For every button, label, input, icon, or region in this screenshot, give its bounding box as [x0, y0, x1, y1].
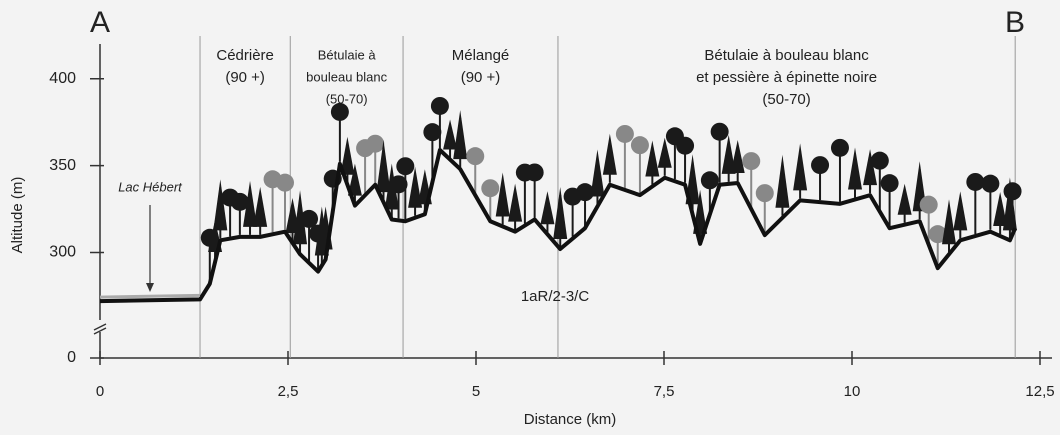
- tree-crown: [630, 136, 649, 155]
- lake-label: Lac Hébert: [118, 179, 183, 194]
- lake-arrowhead: [146, 283, 154, 292]
- tree-crown: [253, 186, 268, 227]
- x-tick-label: 12,5: [1025, 383, 1054, 400]
- x-axis-label: Distance (km): [524, 411, 617, 428]
- x-tick-label: 5: [472, 383, 480, 400]
- tree-crown: [330, 102, 349, 121]
- tree-crown: [495, 172, 510, 217]
- tree-crown: [981, 174, 1000, 193]
- tree-crown: [676, 136, 695, 155]
- tree-crown: [966, 172, 985, 191]
- tree-crown: [755, 184, 774, 203]
- tree-crown: [430, 96, 449, 115]
- tree-crown: [730, 140, 745, 173]
- tree-crown: [300, 209, 319, 228]
- tree-crown: [742, 152, 761, 171]
- zone-label: Mélangé: [452, 47, 510, 64]
- tree-crown: [347, 163, 362, 196]
- start-label: A: [90, 6, 110, 39]
- tree-crown: [775, 154, 790, 208]
- tree-crown: [710, 122, 729, 141]
- tree-crown: [576, 183, 595, 202]
- tree-crown: [919, 195, 938, 214]
- tree-crown: [645, 140, 660, 177]
- tree-crown: [508, 183, 523, 222]
- tree-crown: [275, 173, 294, 192]
- tree-crown: [848, 147, 863, 190]
- tree-crown: [685, 154, 700, 205]
- y-tick-label: 350: [49, 157, 76, 174]
- y-tick-label: 0: [67, 349, 76, 366]
- y-axis-label: Altitude (m): [9, 177, 26, 254]
- zone-label: (90 +): [461, 69, 501, 86]
- tree-crown: [423, 123, 442, 142]
- tree-crown: [721, 134, 736, 174]
- tree-crown: [553, 187, 568, 240]
- x-tick-label: 10: [844, 383, 861, 400]
- zone-label: (50-70): [326, 91, 368, 106]
- tree-crown: [453, 110, 468, 160]
- x-tick-label: 7,5: [654, 383, 675, 400]
- tree-crown: [811, 156, 830, 175]
- x-tick-label: 0: [96, 383, 104, 400]
- tree-crown: [700, 171, 719, 190]
- tree-crown: [213, 179, 228, 231]
- tree-crown: [942, 199, 957, 245]
- tree-crown: [340, 136, 355, 175]
- x-tick-label: 2,5: [278, 383, 299, 400]
- tree-crown: [657, 137, 672, 168]
- y-tick-label: 300: [49, 244, 76, 261]
- zone-label: Bétulaie à bouleau blanc: [704, 47, 869, 64]
- end-label: B: [1005, 6, 1025, 39]
- tree-crown: [389, 175, 408, 194]
- tree-crown: [481, 179, 500, 198]
- axis-break: [93, 323, 107, 335]
- tree-crown: [376, 140, 391, 193]
- tree-crown: [443, 119, 458, 150]
- tree-crown: [793, 143, 808, 191]
- tree-crown: [993, 191, 1008, 226]
- y-tick-label: 400: [49, 70, 76, 87]
- zone-label: et pessière à épinette noire: [696, 69, 877, 86]
- tree-crown: [1003, 182, 1022, 201]
- tree-crown: [466, 147, 485, 166]
- tree-crown: [863, 149, 878, 186]
- tree-crown: [615, 124, 634, 143]
- tree-crown: [897, 183, 912, 215]
- tree-crown: [830, 138, 849, 157]
- zone-label: Cédrière: [216, 47, 274, 64]
- tree-crown: [396, 157, 415, 176]
- tree-crown: [540, 191, 555, 225]
- zone-label: (90 +): [225, 69, 265, 86]
- tree-crown: [590, 149, 605, 197]
- tree-crown: [243, 180, 258, 227]
- tree-crown: [928, 225, 947, 244]
- tree-crown: [525, 163, 544, 182]
- tree-crown: [408, 166, 423, 208]
- zone-label: bouleau blanc: [306, 69, 387, 84]
- terrain-profile: [99, 147, 1018, 304]
- tree-crown: [293, 190, 308, 245]
- tree-crown: [230, 192, 249, 211]
- tree-crown: [880, 174, 899, 193]
- tree-crown: [366, 134, 385, 153]
- tree-crown: [602, 133, 617, 175]
- zone-label: (50-70): [762, 91, 810, 108]
- tree-crown: [953, 191, 968, 231]
- tree-crown: [870, 151, 889, 170]
- soil-label: 1aR/2-3/C: [521, 288, 590, 305]
- lake-surface: [99, 293, 201, 299]
- zone-label: Bétulaie à: [318, 47, 377, 62]
